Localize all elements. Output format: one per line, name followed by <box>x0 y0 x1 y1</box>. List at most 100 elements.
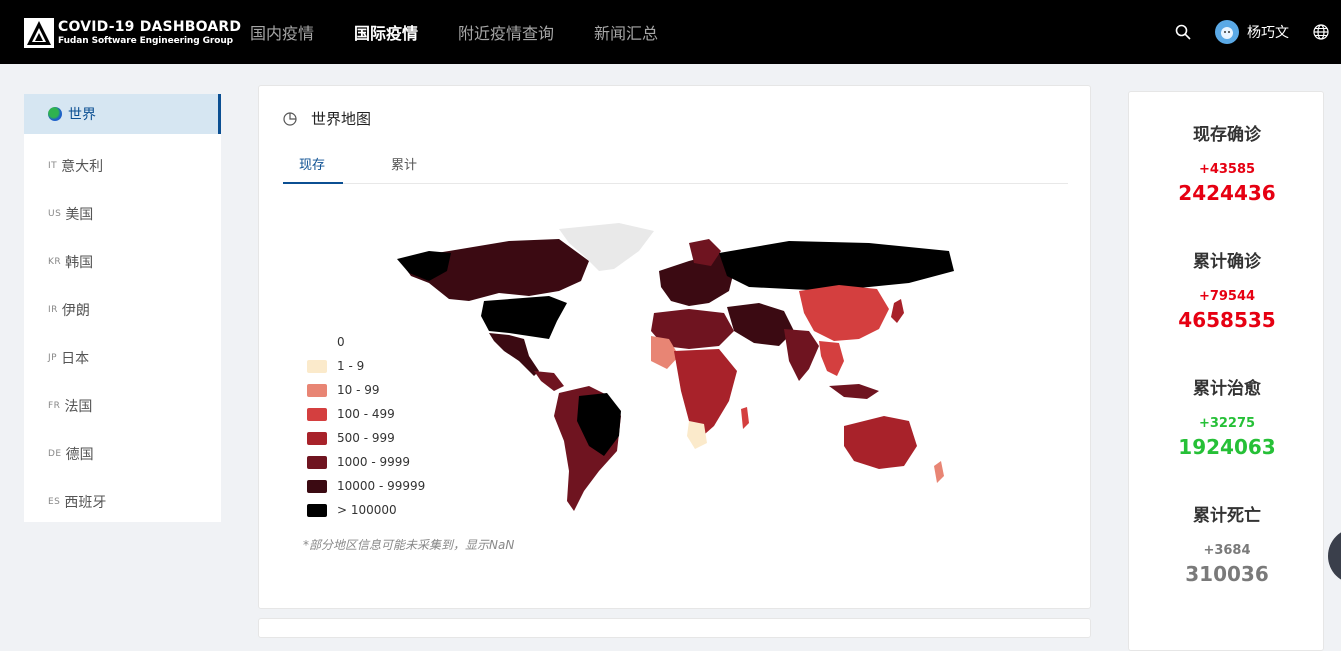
legend-item[interactable]: 500 - 999 <box>307 426 425 450</box>
map-region-china[interactable] <box>799 285 889 341</box>
globe-icon[interactable] <box>1313 24 1329 40</box>
floating-action-button[interactable] <box>1328 528 1341 584</box>
map-tabs: 现存 累计 <box>283 148 1068 184</box>
stat-total-confirmed: 累计确诊 +79544 4658535 <box>1129 247 1325 332</box>
map-region-europe[interactable] <box>659 253 734 306</box>
logo-mark-icon <box>24 18 54 48</box>
map-region-central-america[interactable] <box>534 371 564 391</box>
country-code: ES <box>48 497 61 507</box>
main-nav: 国内疫情 国际疫情 附近疫情查询 新闻汇总 <box>250 0 698 64</box>
country-code: IR <box>48 305 58 315</box>
map-legend: 0 1 - 9 10 - 99 100 - 499 500 - 999 1000… <box>307 330 425 522</box>
map-region-australia[interactable] <box>844 416 917 469</box>
world-map[interactable] <box>389 221 959 521</box>
sidebar-item-world[interactable]: 世界 <box>24 94 221 134</box>
tab-active-indicator <box>283 182 343 184</box>
nav-news[interactable]: 新闻汇总 <box>594 24 659 43</box>
legend-label: 500 - 999 <box>337 431 395 445</box>
map-footnote: *部分地区信息可能未采集到，显示NaN <box>303 538 515 552</box>
legend-item[interactable]: 1 - 9 <box>307 354 425 378</box>
stat-delta: +32275 <box>1198 416 1256 431</box>
map-region-central-africa[interactable] <box>674 349 737 441</box>
map-region-madagascar[interactable] <box>741 407 749 429</box>
map-region-alaska[interactable] <box>397 251 451 281</box>
stat-label: 累计死亡 <box>1193 506 1261 526</box>
sidebar-item-iran[interactable]: IR 伊朗 <box>24 286 221 334</box>
stat-value: 4658535 <box>1178 308 1276 332</box>
map-region-scandinavia[interactable] <box>689 239 721 266</box>
legend-label: 10 - 99 <box>337 383 380 397</box>
legend-item[interactable]: 10000 - 99999 <box>307 474 425 498</box>
stat-value: 2424436 <box>1178 181 1276 205</box>
legend-label: 10000 - 99999 <box>337 479 426 493</box>
map-region-brazil[interactable] <box>577 393 621 456</box>
country-code: FR <box>48 401 61 411</box>
sidebar-item-label: 意大利 <box>61 159 104 175</box>
secondary-card <box>258 618 1091 638</box>
map-region-india[interactable] <box>784 329 819 381</box>
tab-current[interactable]: 现存 <box>299 158 326 173</box>
sidebar-item-usa[interactable]: US 美国 <box>24 190 221 238</box>
sidebar-item-korea[interactable]: KR 韩国 <box>24 238 221 286</box>
sidebar-item-japan[interactable]: JP 日本 <box>24 334 221 382</box>
sidebar-item-label: 德国 <box>65 447 94 463</box>
map-region-south-africa[interactable] <box>687 421 707 449</box>
nav-nearby[interactable]: 附近疫情查询 <box>458 24 555 43</box>
legend-swatch <box>307 335 327 349</box>
legend-swatch <box>307 431 327 445</box>
country-code: IT <box>48 161 58 171</box>
map-region-greenland[interactable] <box>559 223 654 271</box>
legend-item[interactable]: 0 <box>307 330 425 354</box>
map-region-north-africa[interactable] <box>651 309 734 349</box>
map-region-russia[interactable] <box>719 241 954 291</box>
sidebar-item-label: 法国 <box>64 399 93 415</box>
legend-item[interactable]: > 100000 <box>307 498 425 522</box>
logo-title: COVID-19 DASHBOARD <box>58 19 242 35</box>
map-region-middle-east[interactable] <box>727 303 794 346</box>
legend-label: 100 - 499 <box>337 407 395 421</box>
sidebar-item-label: 韩国 <box>65 255 94 271</box>
map-region-japan[interactable] <box>891 299 904 323</box>
country-sidebar: 世界 IT 意大利 US 美国 KR 韩国 IR 伊朗 JP 日本 FR 法国 DE 德国 E… <box>24 94 221 522</box>
stats-panel: 现存确诊 +43585 2424436 累计确诊 +79544 4658535 … <box>1128 91 1324 651</box>
legend-swatch <box>307 407 327 421</box>
map-region-indonesia[interactable] <box>829 384 879 399</box>
map-region-west-africa[interactable] <box>651 336 679 369</box>
avatar[interactable] <box>1215 20 1239 44</box>
stat-label: 累计治愈 <box>1193 379 1261 399</box>
pie-chart-icon <box>283 111 297 126</box>
sidebar-item-label: 西班牙 <box>64 495 107 511</box>
legend-label: 1000 - 9999 <box>337 455 411 469</box>
stat-value: 1924063 <box>1178 435 1276 459</box>
map-region-new-zealand[interactable] <box>934 461 944 483</box>
sidebar-item-germany[interactable]: DE 德国 <box>24 430 221 478</box>
stat-delta: +3684 <box>1203 543 1251 558</box>
tab-cumulative[interactable]: 累计 <box>391 158 418 173</box>
map-region-usa[interactable] <box>481 296 567 339</box>
legend-swatch <box>307 479 327 493</box>
stat-total-recovered: 累计治愈 +32275 1924063 <box>1129 374 1325 459</box>
nav-domestic[interactable]: 国内疫情 <box>250 24 315 43</box>
stat-label: 现存确诊 <box>1193 125 1261 145</box>
logo[interactable]: COVID-19 DASHBOARD Fudan Software Engine… <box>24 18 241 48</box>
sidebar-item-label: 伊朗 <box>61 303 90 319</box>
map-region-southeast-asia[interactable] <box>819 341 844 376</box>
stat-label: 累计确诊 <box>1193 252 1261 272</box>
country-code: KR <box>48 257 62 267</box>
nav-international[interactable]: 国际疫情 <box>354 24 419 43</box>
username[interactable]: 杨巧文 <box>1247 25 1289 41</box>
logo-subtitle: Fudan Software Engineering Group <box>58 36 233 46</box>
search-icon[interactable] <box>1175 24 1191 40</box>
stat-total-deaths: 累计死亡 +3684 310036 <box>1129 501 1325 586</box>
legend-item[interactable]: 1000 - 9999 <box>307 450 425 474</box>
stat-delta: +43585 <box>1198 162 1256 177</box>
top-header: COVID-19 DASHBOARD Fudan Software Engine… <box>0 0 1341 64</box>
sidebar-item-italy[interactable]: IT 意大利 <box>24 142 221 190</box>
legend-item[interactable]: 100 - 499 <box>307 402 425 426</box>
sidebar-item-france[interactable]: FR 法国 <box>24 382 221 430</box>
legend-label: > 100000 <box>337 503 397 517</box>
legend-item[interactable]: 10 - 99 <box>307 378 425 402</box>
map-region-mexico[interactable] <box>489 333 539 376</box>
legend-swatch <box>307 359 327 373</box>
sidebar-item-spain[interactable]: ES 西班牙 <box>24 478 221 526</box>
